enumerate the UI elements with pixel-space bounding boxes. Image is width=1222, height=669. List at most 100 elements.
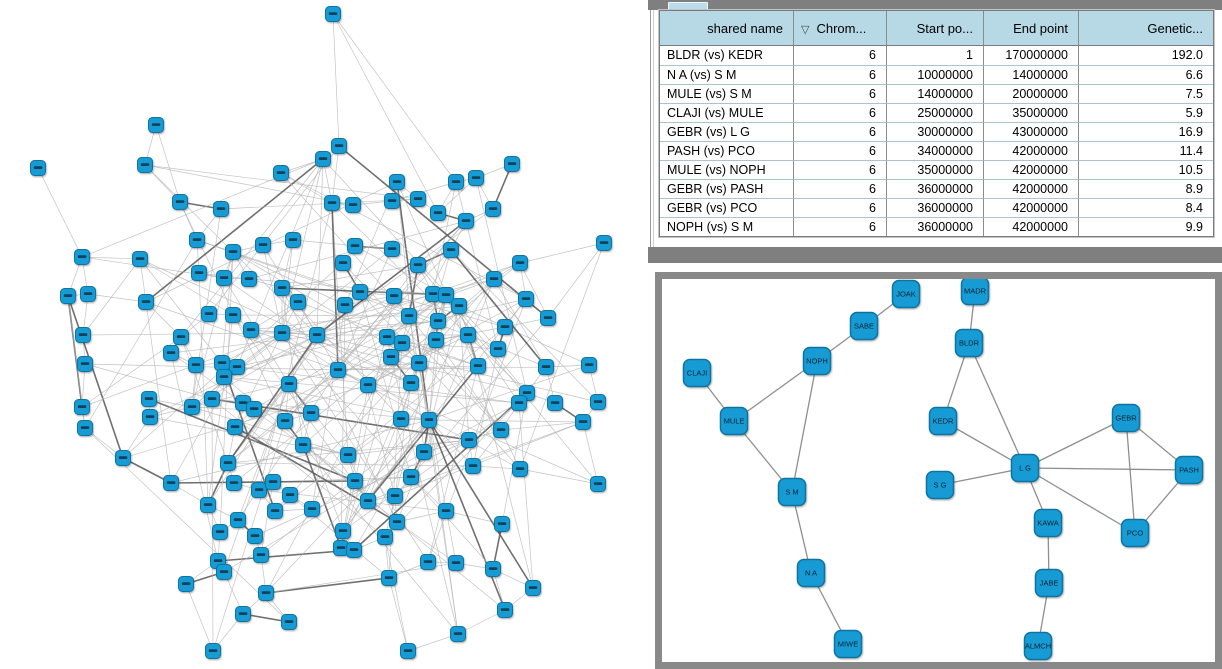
graph-node[interactable] <box>494 516 510 532</box>
graph-node[interactable] <box>377 529 393 545</box>
graph-node[interactable] <box>430 313 446 329</box>
graph-node[interactable] <box>277 413 293 429</box>
table-cell[interactable]: 36000000 <box>886 198 983 217</box>
graph-node[interactable] <box>258 585 274 601</box>
graph-node[interactable]: SABE <box>849 311 879 341</box>
table-cell[interactable]: 42000000 <box>983 198 1078 217</box>
graph-node[interactable] <box>497 602 513 618</box>
table-cell[interactable]: 6 <box>793 198 886 217</box>
graph-node[interactable] <box>538 359 554 375</box>
graph-node[interactable] <box>468 170 484 186</box>
table-cell[interactable]: 30000000 <box>886 122 983 141</box>
graph-node[interactable]: N A <box>796 558 826 588</box>
table-cell[interactable]: 34000000 <box>886 141 983 160</box>
graph-node[interactable] <box>384 241 400 257</box>
graph-node[interactable] <box>115 450 131 466</box>
graph-node[interactable] <box>274 325 290 341</box>
graph-node[interactable] <box>315 151 331 167</box>
table-cell[interactable]: PASH (vs) PCO <box>660 141 793 160</box>
graph-node[interactable]: S G <box>925 470 955 500</box>
graph-node[interactable] <box>163 345 179 361</box>
graph-node[interactable] <box>590 476 606 492</box>
graph-node[interactable] <box>273 165 289 181</box>
graph-node-shape[interactable] <box>1111 403 1141 433</box>
graph-node[interactable]: ALMCH <box>1023 631 1053 661</box>
graph-node[interactable]: MADR <box>960 279 990 306</box>
graph-node[interactable] <box>504 156 520 172</box>
graph-node-shape[interactable] <box>796 558 826 588</box>
graph-node-shape[interactable] <box>960 279 990 306</box>
graph-node[interactable] <box>383 349 399 365</box>
graph-node[interactable] <box>387 488 403 504</box>
table-cell[interactable]: 6 <box>793 122 886 141</box>
table-cell[interactable]: 42000000 <box>983 141 1078 160</box>
graph-node[interactable] <box>235 606 251 622</box>
table-cell[interactable]: BLDR (vs) KEDR <box>667 48 763 62</box>
graph-node[interactable] <box>230 512 246 528</box>
table-cell[interactable]: 192.0 <box>1078 46 1213 65</box>
graph-node[interactable] <box>285 232 301 248</box>
graph-node[interactable] <box>360 493 376 509</box>
graph-edge[interactable] <box>968 342 1026 469</box>
graph-node[interactable] <box>347 238 363 254</box>
table-cell[interactable]: 42000000 <box>983 217 1078 236</box>
table-cell[interactable]: 36000000 <box>886 217 983 236</box>
graph-node[interactable] <box>346 542 362 558</box>
graph-node[interactable] <box>265 474 281 490</box>
graph-node[interactable] <box>448 555 464 571</box>
table-cell[interactable]: MULE (vs) NOPH <box>660 160 793 179</box>
graph-node-shape[interactable] <box>954 328 984 358</box>
graph-node[interactable] <box>172 194 188 210</box>
graph-node[interactable] <box>325 6 341 22</box>
graph-node[interactable] <box>189 232 205 248</box>
table-row[interactable]: N A (vs) S M 6 10000000 14000000 6.6 <box>660 65 1213 84</box>
graph-node[interactable] <box>590 394 606 410</box>
graph-node-shape[interactable] <box>719 406 749 436</box>
graph-node[interactable] <box>274 280 290 296</box>
graph-node[interactable] <box>340 447 356 463</box>
table-row[interactable]: GEBR (vs) PASH 6 36000000 42000000 8.9 <box>660 179 1213 198</box>
graph-node[interactable] <box>214 355 230 371</box>
graph-node[interactable] <box>347 473 363 489</box>
table-cell[interactable]: 7.5 <box>1078 84 1213 103</box>
graph-node[interactable] <box>540 310 556 326</box>
graph-node[interactable]: KEDR <box>928 406 958 436</box>
graph-node[interactable] <box>243 322 259 338</box>
graph-node[interactable] <box>200 497 216 513</box>
graph-node[interactable] <box>201 306 217 322</box>
graph-node[interactable] <box>216 369 232 385</box>
graph-node[interactable] <box>403 469 419 485</box>
graph-node[interactable] <box>525 580 541 596</box>
graph-node[interactable] <box>485 561 501 577</box>
graph-node[interactable] <box>575 414 591 430</box>
graph-node-shape[interactable] <box>849 311 879 341</box>
graph-node[interactable] <box>295 437 311 453</box>
table-cell[interactable]: 16.9 <box>1078 122 1213 141</box>
graph-node[interactable] <box>512 255 528 271</box>
graph-node-shape[interactable] <box>1010 453 1040 483</box>
graph-edge[interactable] <box>1024 417 1127 469</box>
table-row[interactable]: MULE (vs) S M 6 14000000 20000000 7.5 <box>660 84 1213 103</box>
graph-node[interactable] <box>137 157 153 173</box>
table-row[interactable]: BLDR (vs) KEDR 6 1 170000000 192.0 <box>660 46 1213 65</box>
graph-node[interactable] <box>493 422 509 438</box>
graph-edge[interactable] <box>733 360 818 422</box>
table-cell[interactable]: GEBR (vs) L G <box>660 122 793 141</box>
table-cell[interactable]: 43000000 <box>983 122 1078 141</box>
table-cell[interactable]: 36000000 <box>886 179 983 198</box>
graph-node[interactable] <box>80 286 96 302</box>
graph-node[interactable] <box>337 297 353 313</box>
graph-node-shape[interactable] <box>891 279 921 309</box>
column-header-3[interactable]: End point <box>983 11 1078 46</box>
graph-node[interactable] <box>213 201 229 217</box>
graph-node[interactable]: S M <box>777 477 807 507</box>
graph-node-shape[interactable] <box>833 629 863 659</box>
graph-node[interactable] <box>596 235 612 251</box>
graph-node[interactable]: JABE <box>1034 568 1064 598</box>
graph-node-shape[interactable] <box>802 346 832 376</box>
graph-node[interactable] <box>163 475 179 491</box>
graph-node[interactable] <box>212 524 228 540</box>
table-cell[interactable]: MULE (vs) S M <box>660 84 793 103</box>
graph-node[interactable] <box>381 570 397 586</box>
graph-node[interactable] <box>581 357 597 373</box>
